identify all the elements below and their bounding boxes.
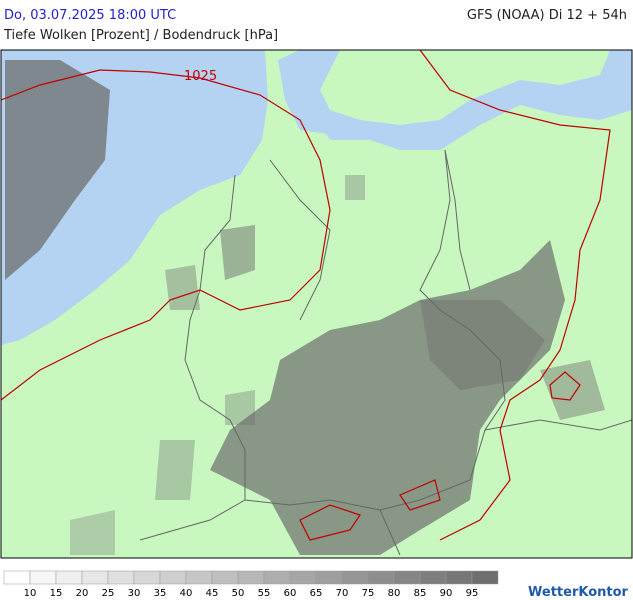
legend-label: 35: [154, 588, 167, 599]
legend-label: 25: [102, 588, 115, 599]
legend-swatch: [185, 570, 213, 585]
legend-swatch: [419, 570, 447, 585]
legend-label: 45: [206, 588, 219, 599]
borders: [139, 149, 632, 556]
legend-label: 40: [180, 588, 193, 599]
map: 1025: [0, 49, 633, 559]
clouds: [5, 60, 605, 555]
legend-swatch: [471, 570, 499, 585]
legend-label: 55: [258, 588, 271, 599]
model-run: GFS (NOAA) Di 12 + 54h: [467, 8, 627, 23]
legend-label: 60: [284, 588, 297, 599]
map-frame: [0, 49, 633, 559]
legend-swatch: [367, 570, 395, 585]
legend-swatch: [237, 570, 265, 585]
legend-label: 70: [336, 588, 349, 599]
legend-label: 75: [362, 588, 375, 599]
legend-swatch: [107, 570, 135, 585]
legend-swatch: [445, 570, 473, 585]
legend-label: 30: [128, 588, 141, 599]
legend-swatch: [159, 570, 187, 585]
legend-label: 10: [24, 588, 37, 599]
legend-label: 65: [310, 588, 323, 599]
isobar-label: 1025: [184, 69, 217, 84]
isobars: [1, 50, 611, 541]
legend-swatch: [211, 570, 239, 585]
kattegat: [278, 50, 335, 135]
legend-swatch: [29, 570, 57, 585]
legend-label: 90: [440, 588, 453, 599]
legend-swatch: [133, 570, 161, 585]
legend-swatch: [315, 570, 343, 585]
legend-label: 80: [388, 588, 401, 599]
legend-swatch: [289, 570, 317, 585]
legend-swatch: [55, 570, 83, 585]
legend: 10 15 20 25 30 35 40 45 50 55 60 65 70 75 80 85 90 95: [3, 570, 499, 599]
legend-swatch: [393, 570, 421, 585]
legend-label: 50: [232, 588, 245, 599]
baltic-sea: [300, 50, 632, 150]
legend-swatch: [263, 570, 291, 585]
legend-label: 20: [76, 588, 89, 599]
logo: WetterKontor: [528, 585, 629, 600]
legend-label: 15: [50, 588, 63, 599]
datetime: Do, 03.07.2025 18:00 UTC: [4, 8, 176, 23]
legend-label: 85: [414, 588, 427, 599]
legend-swatch: [81, 570, 109, 585]
legend-label: 95: [466, 588, 479, 599]
legend-swatch: [341, 570, 369, 585]
subtitle: Tiefe Wolken [Prozent] / Bodendruck [hPa…: [3, 28, 278, 43]
legend-swatch: [3, 570, 31, 585]
